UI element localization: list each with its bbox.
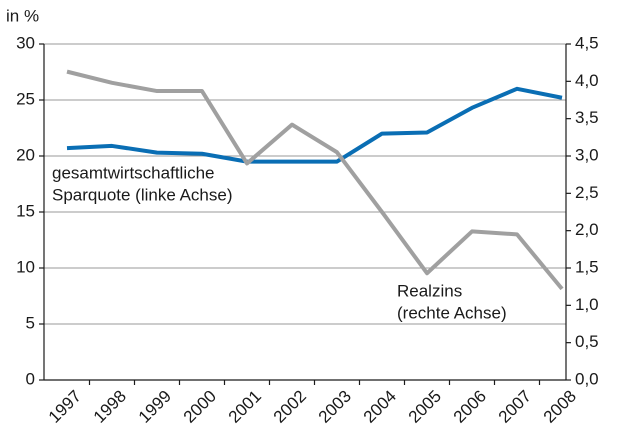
x-tick-label: 2002 <box>270 387 310 427</box>
y2-tick-label: 2,5 <box>575 183 599 202</box>
x-tick-label: 2006 <box>450 387 490 427</box>
y-tick-label: 30 <box>16 33 35 52</box>
x-tick-label: 1998 <box>90 387 130 427</box>
x-tick-label: 1997 <box>45 387 85 427</box>
y2-tick-label: 1,5 <box>575 257 599 276</box>
y2-tick-label: 4,0 <box>575 71 599 90</box>
series-line <box>66 69 564 291</box>
x-tick-label: 2004 <box>360 387 400 427</box>
y2-tick-label: 1,0 <box>575 295 599 314</box>
series-annotation: Realzins <box>397 281 462 300</box>
y-tick-label: 5 <box>26 313 35 332</box>
y-tick-label: 20 <box>16 145 35 164</box>
x-tick-label: 2000 <box>180 387 220 427</box>
y-tick-label: 15 <box>16 201 35 220</box>
y-tick-label: 25 <box>16 89 35 108</box>
x-tick-label: 2001 <box>225 387 265 427</box>
series-annotation: (rechte Achse) <box>397 303 507 322</box>
x-tick-label: 2005 <box>405 387 445 427</box>
y-tick-label: 10 <box>16 257 35 276</box>
y2-tick-label: 2,0 <box>575 220 599 239</box>
x-tick-label: 2008 <box>540 387 580 427</box>
y-unit-label: in % <box>6 6 39 25</box>
y2-tick-label: 3,5 <box>575 108 599 127</box>
y2-tick-label: 3,0 <box>575 145 599 164</box>
y2-tick-label: 4,5 <box>575 33 599 52</box>
series-annotation: gesamtwirtschaftliche <box>52 163 215 182</box>
x-tick-label: 2003 <box>315 387 355 427</box>
series-annotation: Sparquote (linke Achse) <box>52 185 233 204</box>
y2-tick-label: 0,5 <box>575 332 599 351</box>
series-line <box>66 86 563 164</box>
y-tick-label: 0 <box>26 369 35 388</box>
x-tick-label: 2007 <box>495 387 535 427</box>
y2-tick-label: 0,0 <box>575 369 599 388</box>
x-tick-label: 1999 <box>135 387 175 427</box>
